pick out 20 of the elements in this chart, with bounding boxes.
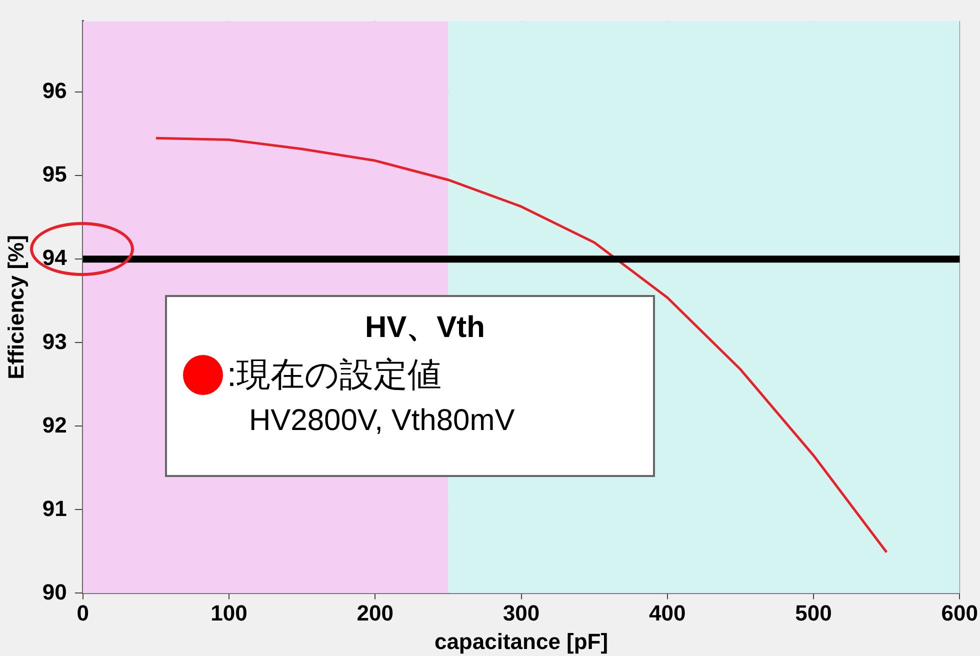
- x-tick-label: 500: [795, 600, 832, 626]
- annotation: HV、Vth: [364, 310, 486, 346]
- annotation: HV2800V, Vth80mV: [248, 404, 516, 438]
- x-tick-label: 300: [502, 600, 540, 626]
- annotation: :現在の設定値: [227, 355, 442, 396]
- x-tick-label: 0: [76, 600, 89, 626]
- y-tick-label: 96: [42, 78, 67, 104]
- y-tick-label: 93: [42, 328, 67, 354]
- x-tick-label: 600: [941, 600, 978, 626]
- y-tick-label: 90: [42, 579, 67, 604]
- x-tick-label: 200: [356, 600, 394, 626]
- y-tick-label: 91: [42, 496, 67, 521]
- x-tick-label: 100: [210, 600, 248, 626]
- y-tick-label: 94: [42, 245, 68, 270]
- x-tick-label: 400: [649, 600, 686, 626]
- y-axis-title: Efficiency [%]: [3, 235, 28, 380]
- note-box: HV、Vth :現在の設定値 HV2800V, Vth80mV: [165, 295, 655, 477]
- y-tick-label: 95: [42, 162, 67, 187]
- x-axis-title: capacitance [pF]: [434, 628, 608, 654]
- y-tick-label: 92: [42, 412, 67, 438]
